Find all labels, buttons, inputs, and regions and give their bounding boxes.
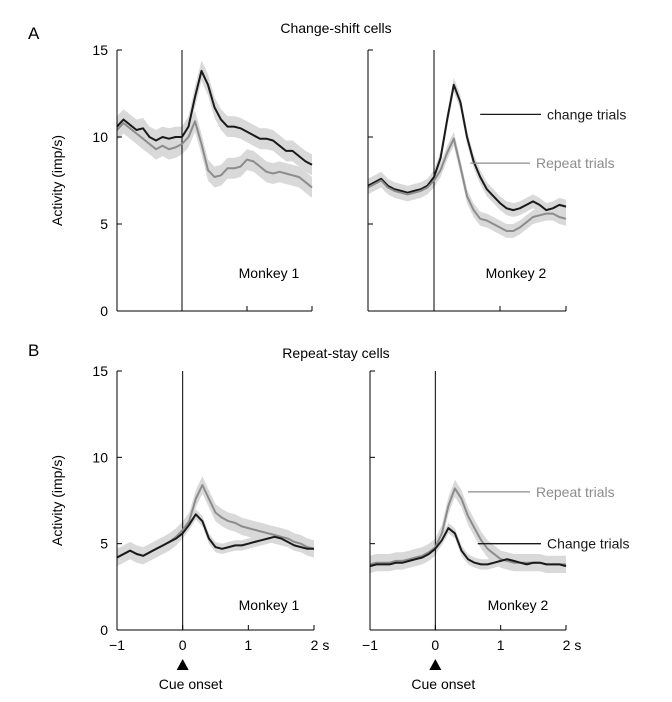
panel-letter-b: B [28, 341, 39, 360]
legend-label-change: change trials [547, 106, 626, 122]
plot-repeat-stay-monkey2: −1 0 1 2 s Cue onset Monkey 2 Repeat trials Cha… [362, 370, 630, 692]
series-line-change [369, 527, 567, 568]
subplot-label: Monkey 1 [239, 265, 300, 281]
subplot-label: Monkey 1 [239, 597, 300, 613]
legend-label-change: Change trials [547, 536, 630, 552]
plot-change-shift-monkey2: Monkey 2 change trials Repeat trials [367, 49, 626, 312]
series-line-repeat [116, 120, 313, 189]
y-tick-label: 15 [92, 363, 108, 379]
y-tick-label: 15 [92, 42, 108, 58]
x-tick-label: 2 s [563, 637, 582, 653]
legend-label-repeat: Repeat trials [536, 484, 615, 500]
y-axis-label: Activity (imp/s) [49, 455, 65, 546]
x-tick-label: 2 s [311, 637, 330, 653]
cue-onset-triangle-icon [429, 659, 442, 670]
y-tick-label: 5 [100, 536, 108, 552]
error-band-repeat [368, 131, 566, 238]
panel-letter-a: A [28, 24, 40, 43]
series-line-change [116, 513, 314, 559]
x-tick-label: −1 [109, 637, 125, 653]
subplot-label: Monkey 2 [486, 265, 547, 281]
series-line-repeat [367, 137, 567, 232]
error-band-change [370, 522, 566, 572]
error-band-repeat [370, 479, 566, 573]
subplot-label: Monkey 2 [488, 597, 549, 613]
x-tick-label: 1 [244, 637, 252, 653]
cue-onset-triangle-icon [176, 659, 189, 670]
cue-onset-label: Cue onset [411, 676, 475, 692]
series-line-change [116, 69, 313, 166]
error-band-change [117, 60, 312, 176]
x-tick-label: 0 [431, 637, 439, 653]
legend-label-repeat: Repeat trials [536, 155, 615, 171]
x-tick-label: 0 [179, 637, 187, 653]
y-tick-label: 0 [100, 303, 108, 319]
y-tick-label: 0 [100, 622, 108, 638]
y-tick-label: 5 [100, 216, 108, 232]
x-tick-label: 1 [497, 637, 505, 653]
y-tick-label: 10 [92, 449, 108, 465]
y-tick-label: 10 [92, 129, 108, 145]
error-band-repeat [117, 110, 312, 198]
series-line-change [367, 83, 567, 212]
plot-change-shift-monkey1: 0 5 10 15 Activity (imp/s) Monkey 1 [49, 42, 313, 319]
panel-title-b: Repeat-stay cells [282, 345, 389, 361]
x-tick-label: −1 [362, 637, 378, 653]
panel-title-a: Change-shift cells [280, 20, 391, 36]
y-axis-label: Activity (imp/s) [49, 135, 65, 226]
cue-onset-label: Cue onset [159, 676, 223, 692]
